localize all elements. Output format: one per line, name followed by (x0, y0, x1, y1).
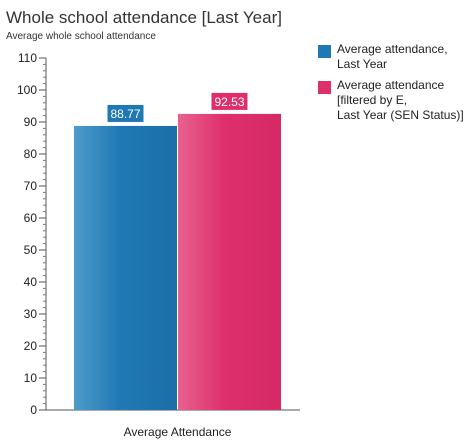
y-tick-label: 60 (24, 211, 38, 225)
bar (74, 125, 177, 410)
y-tick-label: 10 (24, 371, 38, 385)
legend-item[interactable]: Average attendance [filtered by E, Last … (318, 78, 473, 123)
chart-subtitle: Average whole school attendance (6, 31, 156, 42)
y-tick-label: 40 (24, 275, 38, 289)
y-tick-label: 80 (24, 147, 38, 161)
bar (178, 113, 281, 411)
data-label-box (107, 104, 144, 122)
chart-legend: Average attendance, Last Year Average at… (318, 42, 473, 129)
chart-title: Whole school attendance [Last Year] (6, 8, 282, 27)
data-label: 88.77 (110, 107, 140, 121)
y-tick-label: 20 (24, 339, 38, 353)
y-tick-label: 50 (24, 243, 38, 257)
y-tick-label: 90 (24, 115, 38, 129)
y-tick-label: 70 (24, 179, 38, 193)
y-tick-label: 30 (24, 307, 38, 321)
data-label: 92.53 (214, 95, 244, 109)
data-label-box (211, 92, 248, 110)
y-tick-label: 110 (18, 51, 37, 65)
legend-label: Average attendance [filtered by E, Last … (337, 78, 464, 122)
legend-label: Average attendance, Last Year (337, 42, 448, 71)
legend-swatch (318, 81, 331, 94)
legend-swatch (318, 45, 331, 58)
y-tick-label: 0 (30, 403, 37, 417)
x-category-label: Average Attendance (124, 425, 232, 439)
y-tick-label: 100 (17, 83, 37, 97)
legend-item[interactable]: Average attendance, Last Year (318, 42, 473, 72)
